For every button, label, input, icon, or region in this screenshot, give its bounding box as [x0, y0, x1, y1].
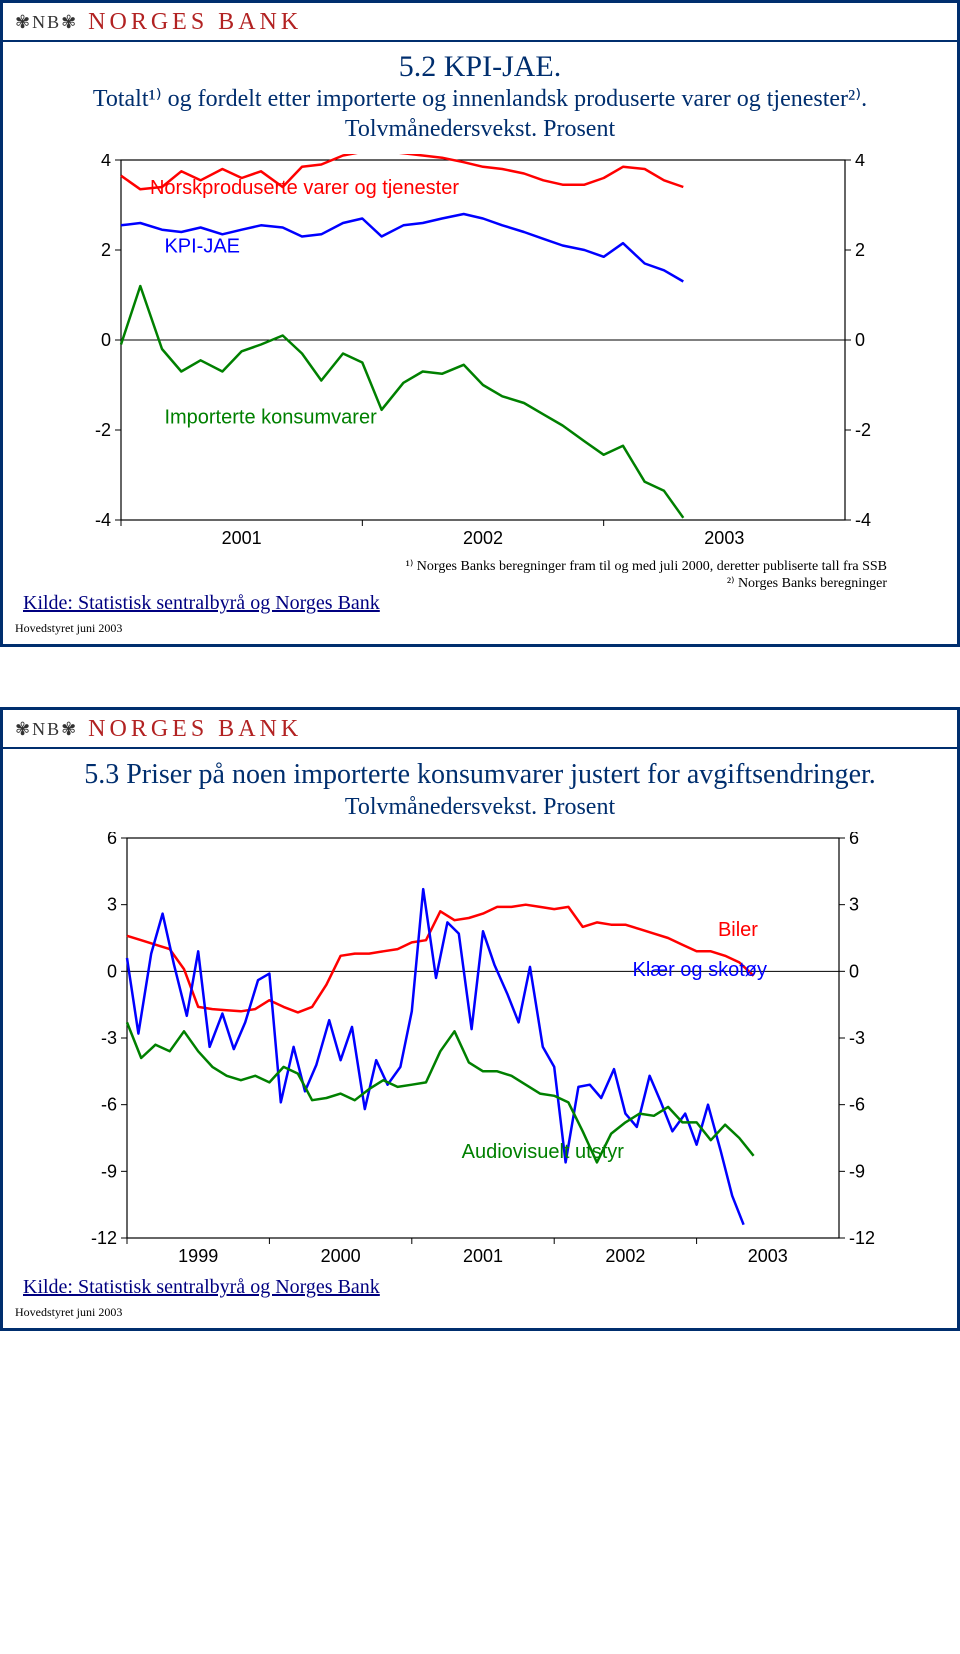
svg-text:2: 2	[855, 240, 865, 260]
series-label-biler: Biler	[718, 919, 758, 941]
svg-text:0: 0	[101, 330, 111, 350]
svg-text:4: 4	[855, 154, 865, 170]
svg-text:-4: -4	[95, 510, 111, 530]
svg-text:0: 0	[855, 330, 865, 350]
slide1-title: 5.2 KPI-JAE. Totalt¹⁾ og fordelt etter i…	[3, 42, 957, 144]
svg-text:2001: 2001	[463, 1246, 503, 1266]
slide1-footnote2: ²⁾ Norges Banks beregninger	[73, 575, 887, 592]
brand-emblem-2: ✾NB✾	[15, 719, 78, 740]
series-label-kpijae: KPI-JAE	[164, 235, 240, 257]
svg-text:6: 6	[107, 832, 117, 848]
brand-emblem: ✾NB✾	[15, 12, 78, 33]
chart1-svg: -4 -4 -2 -2 0 0 2 2 4 4 2001 2002 2003 Norskprodusert…	[73, 154, 893, 554]
svg-text:2000: 2000	[321, 1246, 361, 1266]
svg-text:-6: -6	[849, 1095, 865, 1115]
slide2-title-sub: Tolvmånedersvekst. Prosent	[345, 794, 615, 820]
brand-bar: ✾NB✾ NORGES BANK	[3, 3, 957, 36]
svg-text:-3: -3	[101, 1028, 117, 1048]
series-label-import: Importerte konsumvarer	[164, 406, 377, 428]
slide2-title: 5.3 Priser på noen importerte konsumvare…	[3, 749, 957, 822]
brand-name: NORGES BANK	[88, 9, 302, 36]
svg-text:1999: 1999	[178, 1246, 218, 1266]
slide2-meeting: Hovedstyret juni 2003	[3, 1299, 957, 1328]
slide1-chart: -4 -4 -2 -2 0 0 2 2 4 4 2001 2002 2003 Norskprodusert…	[3, 144, 957, 554]
slide1-meeting: Hovedstyret juni 2003	[3, 615, 957, 644]
svg-text:3: 3	[849, 895, 859, 915]
svg-text:-9: -9	[849, 1161, 865, 1181]
svg-text:-12: -12	[91, 1228, 117, 1248]
brand-name-2: NORGES BANK	[88, 716, 302, 743]
slide-kpi-jae: ✾NB✾ NORGES BANK 5.2 KPI-JAE. Totalt¹⁾ o…	[0, 0, 960, 647]
svg-text:2: 2	[101, 240, 111, 260]
svg-text:-4: -4	[855, 510, 871, 530]
chart2-svg: -12 -12 -9 -9 -6 -6 -3 -3 0 0 3 3 6 6 1999 2000 2001 2002…	[73, 832, 893, 1272]
svg-text:-12: -12	[849, 1228, 875, 1248]
svg-text:2003: 2003	[704, 528, 744, 548]
svg-text:0: 0	[107, 961, 117, 981]
slide-import-prices: ✾NB✾ NORGES BANK 5.3 Priser på noen impo…	[0, 707, 960, 1331]
svg-text:-2: -2	[855, 420, 871, 440]
series-label-audio: Audiovisuelt utstyr	[462, 1141, 625, 1163]
svg-text:0: 0	[849, 961, 859, 981]
svg-text:4: 4	[101, 154, 111, 170]
slide1-title-main: 5.2 KPI-JAE.	[43, 50, 917, 84]
svg-text:-9: -9	[101, 1161, 117, 1181]
slide1-source: Kilde: Statistisk sentralbyrå og Norges …	[3, 592, 957, 615]
brand-bar-2: ✾NB✾ NORGES BANK	[3, 710, 957, 743]
svg-text:-6: -6	[101, 1095, 117, 1115]
slide2-source: Kilde: Statistisk sentralbyrå og Norges …	[3, 1276, 957, 1299]
svg-text:-2: -2	[95, 420, 111, 440]
series-label-klaer: Klær og skotøy	[633, 959, 767, 981]
slide1-footnotes: ¹⁾ Norges Banks beregninger fram til og …	[3, 554, 957, 592]
svg-text:3: 3	[107, 895, 117, 915]
svg-text:2003: 2003	[748, 1246, 788, 1266]
svg-text:-3: -3	[849, 1028, 865, 1048]
svg-text:2002: 2002	[605, 1246, 645, 1266]
slide2-title-main: 5.3 Priser på noen importerte konsumvare…	[84, 759, 876, 790]
slide1-title-sub: Totalt¹⁾ og fordelt etter importerte og …	[43, 84, 917, 144]
series-label-norsk: Norskproduserte varer og tjenester	[150, 177, 459, 199]
svg-text:2002: 2002	[463, 528, 503, 548]
slide1-footnote1: ¹⁾ Norges Banks beregninger fram til og …	[73, 558, 887, 575]
slide2-chart: -12 -12 -9 -9 -6 -6 -3 -3 0 0 3 3 6 6 1999 2000 2001 2002…	[3, 822, 957, 1272]
svg-text:6: 6	[849, 832, 859, 848]
svg-text:2001: 2001	[222, 528, 262, 548]
